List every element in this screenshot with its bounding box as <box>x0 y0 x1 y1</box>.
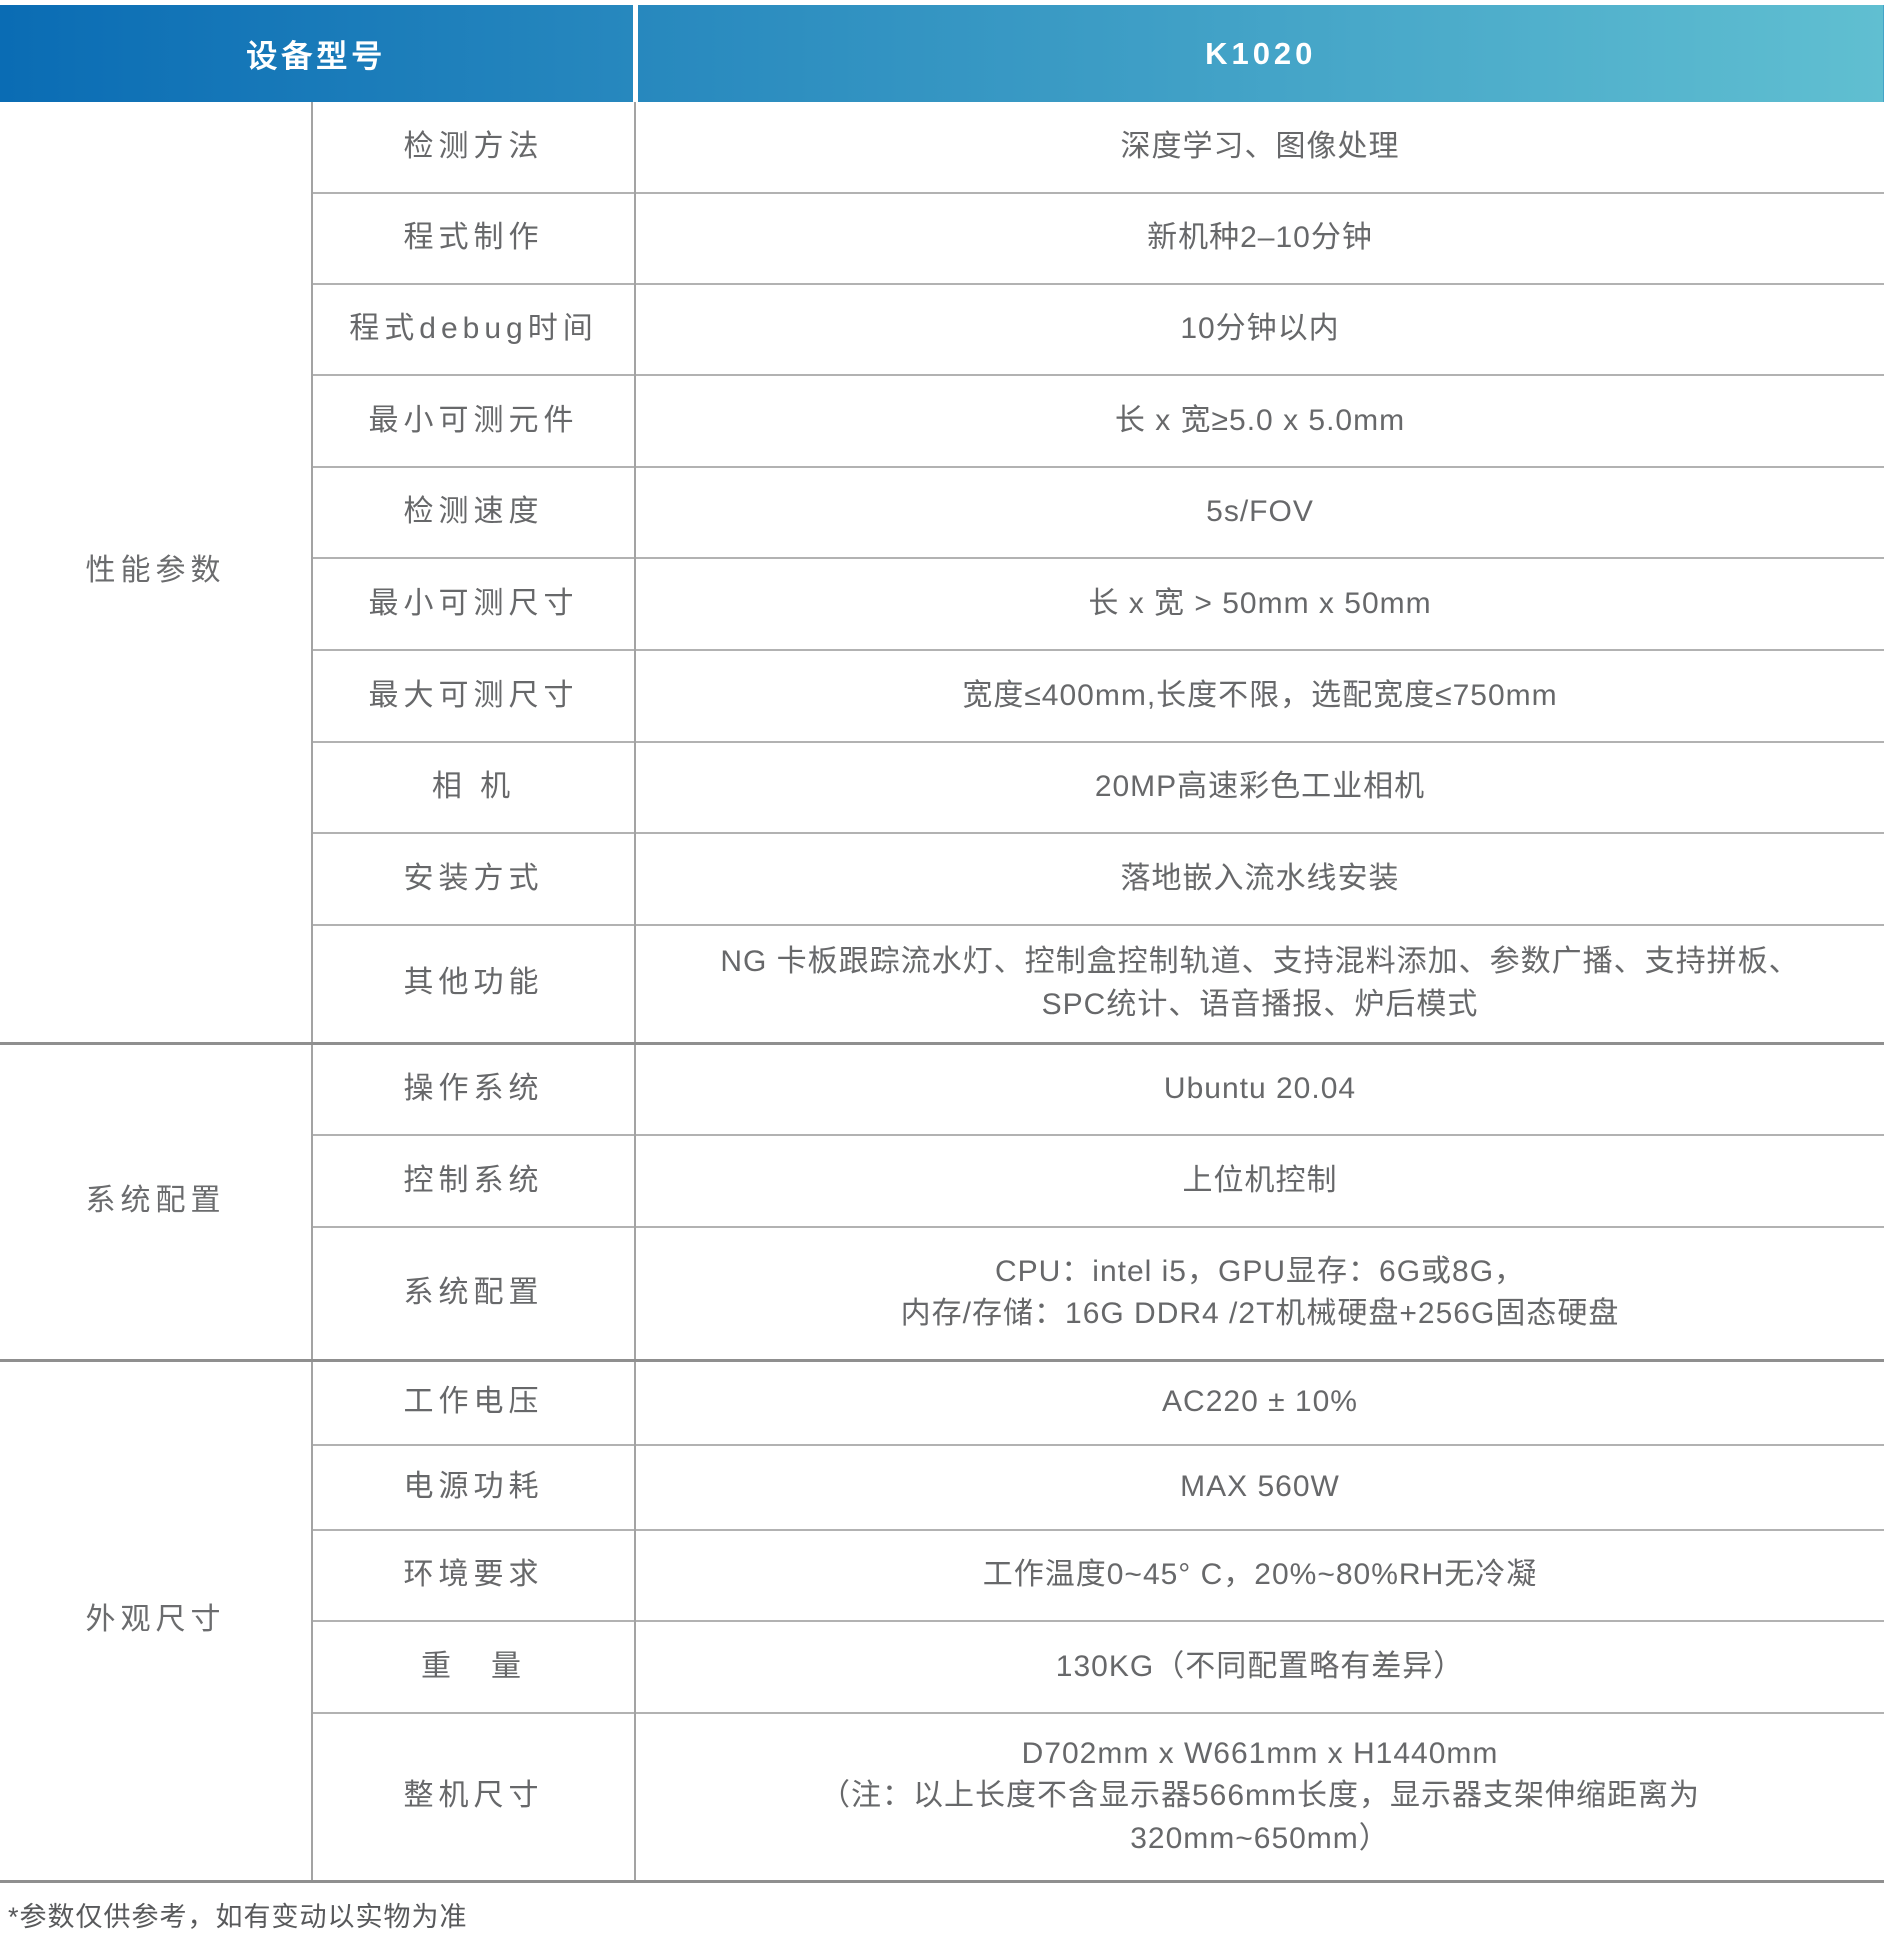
param-label: 工作电压 <box>311 1358 636 1445</box>
param-label: 操作系统 <box>311 1041 636 1135</box>
param-value: 长 x 宽 > 50mm x 50mm <box>635 557 1884 650</box>
param-value: 10分钟以内 <box>635 283 1884 375</box>
header-device-model-value: K1020 <box>632 5 1884 102</box>
group-cell-dimensions: 外观尺寸 <box>0 1358 312 1881</box>
group-system: 系统配置 操作系统 Ubuntu 20.04 控制系统 上位机控制 系统配置 C… <box>0 1041 1884 1360</box>
param-value: 130KG（不同配置略有差异） <box>635 1620 1884 1713</box>
group-cell-performance: 性能参数 <box>85 554 226 588</box>
group-performance: 性能参数 检测方法 深度学习、图像处理 程式制作 新机种2–10分钟 程式deb… <box>0 102 1884 1043</box>
param-label: 系统配置 <box>311 1226 636 1360</box>
header-device-model-label: 设备型号 <box>0 5 635 102</box>
param-value: 新机种2–10分钟 <box>635 192 1884 284</box>
param-value: NG 卡板跟踪流水灯、控制盒控制轨道、支持混料添加、参数广播、支持拼板、 SPC… <box>635 924 1884 1043</box>
param-label: 其他功能 <box>311 924 636 1043</box>
footnote: *参数仅供参考，如有变动以实物为准 <box>8 1901 468 1932</box>
group-dimensions: 外观尺寸 工作电压 AC220 ± 10% 电源功耗 MAX 560W 环境要求… <box>0 1358 1884 1881</box>
param-label: 相 机 <box>311 741 636 833</box>
group-cell-system: 系统配置 <box>0 1041 312 1360</box>
param-label: 检测速度 <box>311 466 636 558</box>
param-value: 工作温度0~45° C，20%~80%RH无冷凝 <box>635 1529 1884 1621</box>
table-header: 设备型号 K1020 <box>0 5 1884 102</box>
param-label: 程式制作 <box>311 192 636 284</box>
param-label: 最小可测元件 <box>311 374 636 467</box>
param-value: 深度学习、图像处理 <box>1120 129 1400 163</box>
param-label: 电源功耗 <box>311 1444 636 1530</box>
param-value: CPU：intel i5，GPU显存：6G或8G， 内存/存储：16G DDR4… <box>635 1226 1884 1360</box>
param-label: 最小可测尺寸 <box>311 557 636 650</box>
param-value: 5s/FOV <box>635 466 1884 558</box>
spec-table: 设备型号 K1020 性能参数 检测方法 深度学习、图像处理 程式制作 新机种2… <box>0 5 1884 1883</box>
param-label: 环境要求 <box>311 1529 636 1621</box>
param-value: 20MP高速彩色工业相机 <box>635 741 1884 833</box>
param-label: 最大可测尺寸 <box>311 649 636 742</box>
param-value: AC220 ± 10% <box>635 1358 1884 1445</box>
param-value: 宽度≤400mm,长度不限，选配宽度≤750mm <box>635 649 1884 742</box>
param-value: Ubuntu 20.04 <box>635 1041 1884 1135</box>
param-label: 重 量 <box>311 1620 636 1713</box>
param-value: 长 x 宽≥5.0 x 5.0mm <box>635 374 1884 467</box>
param-label: 安装方式 <box>311 832 636 925</box>
param-value: MAX 560W <box>635 1444 1884 1530</box>
param-value: D702mm x W661mm x H1440mm （注：以上长度不含显示器56… <box>635 1712 1884 1881</box>
param-label: 控制系统 <box>311 1134 636 1227</box>
param-label: 程式debug时间 <box>311 283 636 375</box>
param-label: 整机尺寸 <box>311 1712 636 1881</box>
param-value: 上位机控制 <box>635 1134 1884 1227</box>
param-value: 落地嵌入流水线安装 <box>635 832 1884 925</box>
param-label: 检测方法 <box>311 102 636 193</box>
